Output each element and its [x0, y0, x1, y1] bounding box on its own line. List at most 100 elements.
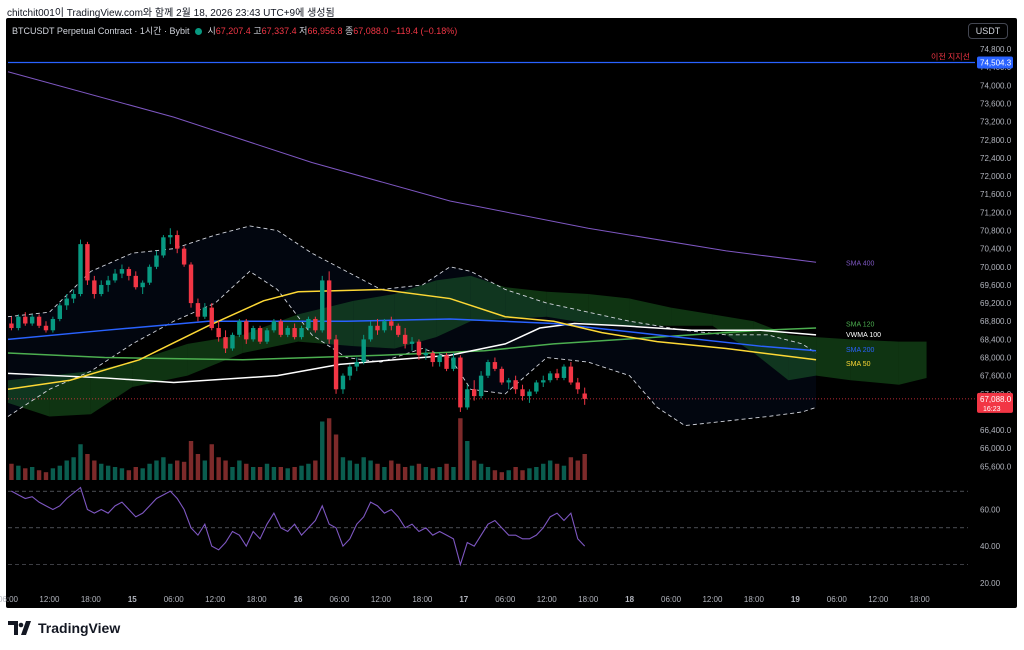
candle-body [513, 380, 518, 390]
volume-bar [175, 460, 180, 480]
y-tick-label: 66,400.0 [980, 426, 1012, 435]
volume-bar [313, 460, 318, 480]
x-tick-label: 06:00 [329, 595, 350, 604]
low-value: 66,956.8 [307, 26, 343, 36]
volume-bar [161, 457, 166, 480]
tradingview-logo[interactable]: TradingView [8, 620, 120, 636]
candle-body [568, 366, 574, 383]
x-tick-label: 18:00 [578, 595, 599, 604]
symbol-legend: BTCUSDT Perpetual Contract · 1시간 · Bybit… [12, 24, 457, 37]
candle-body [230, 334, 235, 349]
volume-bar [71, 457, 76, 480]
candle-body [181, 248, 187, 265]
candle-body [43, 325, 49, 331]
volume-bar [520, 470, 525, 480]
cloud-segment [712, 314, 754, 353]
series-line-sma-120 [7, 327, 817, 361]
change-value: −119.4 (−0.18%) [390, 26, 458, 36]
volume-bar [527, 468, 532, 480]
volume-bar [534, 467, 539, 480]
volume-bar [92, 460, 97, 480]
volume-bar [299, 465, 304, 480]
last-price-text: 67,088.0 [980, 395, 1012, 404]
y-tick-label: 65,600.0 [980, 462, 1012, 471]
series-line-sma-50 [7, 288, 817, 391]
cloud-segment [850, 339, 899, 385]
volume-bar [458, 418, 463, 480]
volume-bar [402, 467, 408, 480]
candle-body [223, 337, 228, 349]
candle-body [333, 339, 339, 390]
support-line-group: 이전 지지선 [8, 51, 975, 64]
volume-bar [50, 468, 56, 480]
x-tick-label: 12:00 [371, 595, 392, 604]
candle-body [299, 328, 304, 338]
y-tick-label: 73,600.0 [980, 100, 1012, 109]
gridlines [8, 398, 975, 565]
y-tick-label: 68,000.0 [980, 354, 1012, 363]
bollinger-fill [8, 225, 817, 426]
series-label: SMA 400 [846, 260, 875, 267]
y-tick-label: 72,000.0 [980, 172, 1012, 181]
candle-body [582, 393, 587, 399]
candle-body [396, 325, 401, 335]
candle-body [36, 316, 42, 326]
candle-body [250, 328, 256, 340]
volume-bar [105, 465, 111, 480]
x-tick-label: 18:00 [910, 595, 931, 604]
y-tick-label: 68,400.0 [980, 335, 1012, 344]
y-tick-label: 67,600.0 [980, 372, 1012, 381]
candle-body [264, 330, 270, 342]
volume-bar [547, 460, 553, 480]
currency-button[interactable]: USDT [968, 23, 1008, 39]
candle-body [458, 357, 463, 408]
volume-bar [471, 460, 477, 480]
y-tick-label: 74,800.0 [980, 45, 1012, 54]
candle-body [161, 237, 166, 256]
candle-body [92, 280, 97, 295]
volume-bar [140, 468, 145, 480]
volume-bar [85, 454, 90, 480]
candle-body [257, 328, 263, 342]
volume-bar [57, 465, 62, 480]
candle-body [499, 368, 505, 383]
candle-body [29, 316, 35, 324]
volume-bar [582, 454, 587, 480]
candle-body [313, 318, 318, 331]
candle-body [320, 280, 325, 331]
volume-bar [465, 441, 470, 480]
y-tick-label: 69,600.0 [980, 281, 1012, 290]
x-tick-label: 18 [625, 595, 634, 604]
support-price-text: 74,504.3 [980, 58, 1012, 67]
volume-bar [409, 465, 415, 480]
volume-bar [43, 472, 49, 480]
volume-bar [306, 463, 311, 480]
candle-body [347, 366, 353, 376]
volume-bar [340, 457, 346, 480]
x-tick-label: 12:00 [537, 595, 558, 604]
candle-body [292, 328, 297, 338]
price-chart[interactable]: 이전 지지선 65,600.066,000.066,400.067,200.06… [0, 0, 1024, 610]
countdown-text: 16:23 [983, 406, 1001, 413]
volume-bar [333, 434, 339, 480]
candle-body [306, 318, 311, 329]
x-tick-label: 16 [294, 595, 303, 604]
y-tick-label: 71,600.0 [980, 190, 1012, 199]
volume-bar [250, 467, 256, 480]
volume-bar [64, 460, 69, 480]
candle-body [64, 298, 69, 306]
candle-body [216, 328, 221, 338]
volume-bar [188, 441, 194, 480]
volume-bar [147, 463, 152, 480]
y-tick-label: 73,200.0 [980, 118, 1012, 127]
cloud-segment [629, 298, 672, 326]
cloud-segment [470, 275, 506, 322]
candle-body [409, 341, 415, 344]
volume-bar [389, 460, 394, 480]
candle-body [16, 316, 21, 329]
chart-attribution: chitchit001이 TradingView.com와 함께 2월 18, … [7, 8, 335, 19]
cloud-segment [132, 343, 188, 388]
tradingview-logo-icon [8, 621, 31, 635]
volume-bar [561, 465, 567, 480]
volume-bar [292, 467, 297, 480]
